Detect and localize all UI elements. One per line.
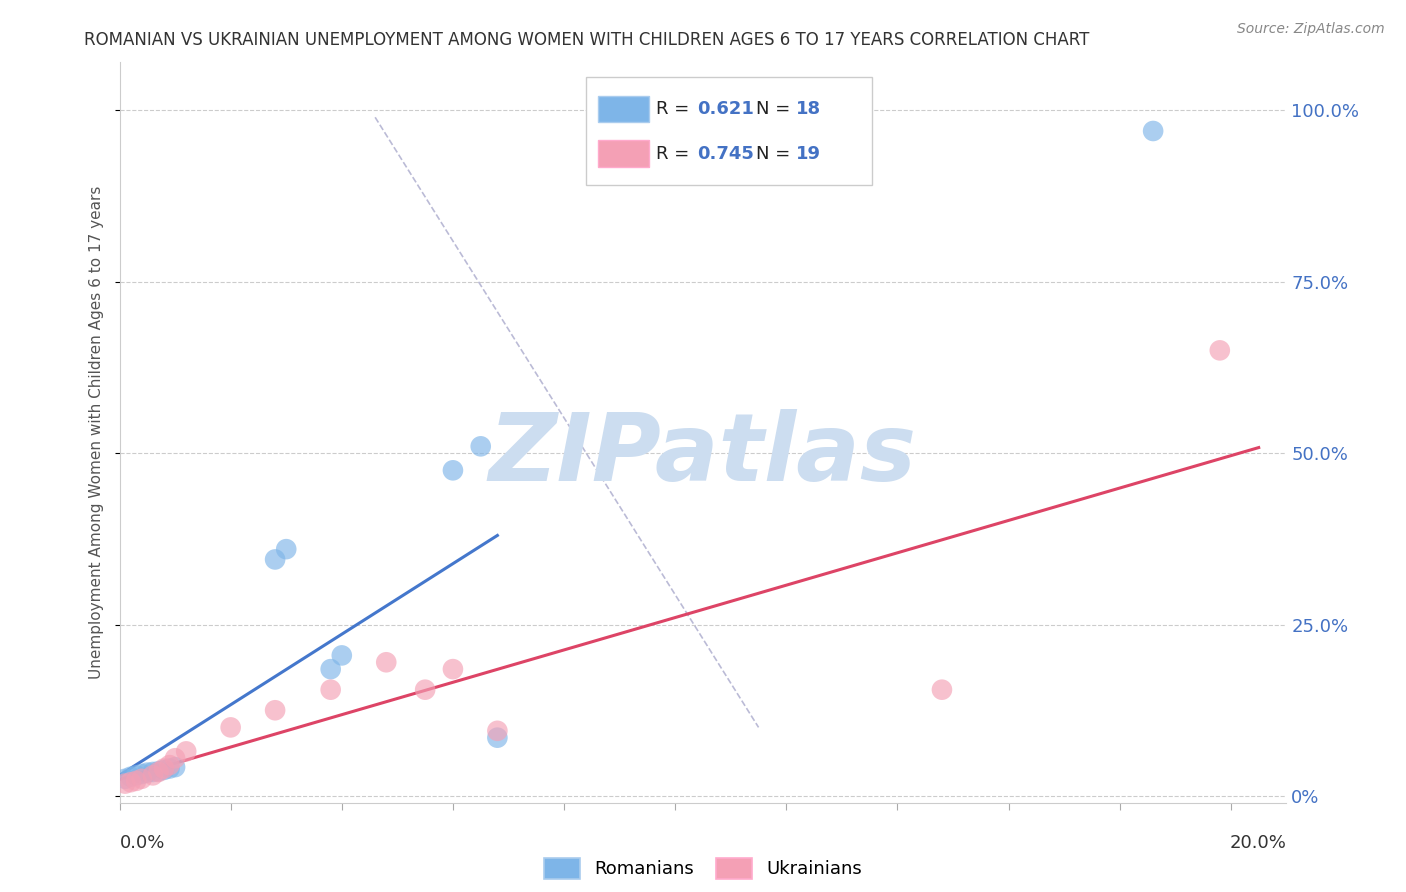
FancyBboxPatch shape: [598, 140, 650, 167]
Point: [153, 762, 176, 776]
Point: [148, 764, 170, 779]
Legend: Romanians, Ukrainians: Romanians, Ukrainians: [544, 858, 862, 879]
Text: Source: ZipAtlas.com: Source: ZipAtlas.com: [1237, 22, 1385, 37]
Point: [319, 682, 342, 697]
FancyBboxPatch shape: [598, 95, 650, 122]
Point: [131, 767, 153, 781]
Text: 0.621: 0.621: [697, 100, 754, 118]
Y-axis label: Unemployment Among Women with Children Ages 6 to 17 years: Unemployment Among Women with Children A…: [89, 186, 104, 680]
Point: [1142, 124, 1164, 138]
Text: R =: R =: [657, 145, 696, 162]
Point: [125, 773, 148, 788]
Point: [125, 768, 148, 782]
Text: 18: 18: [796, 100, 821, 118]
Point: [142, 768, 165, 782]
Point: [1209, 343, 1232, 358]
FancyBboxPatch shape: [586, 78, 872, 185]
Point: [114, 772, 136, 786]
Text: R =: R =: [657, 100, 696, 118]
Point: [319, 662, 342, 676]
Point: [276, 542, 298, 557]
Point: [174, 744, 197, 758]
Point: [114, 776, 136, 790]
Point: [413, 682, 436, 697]
Point: [165, 760, 187, 774]
Text: N =: N =: [755, 100, 796, 118]
Point: [159, 762, 181, 776]
Point: [219, 720, 242, 734]
Point: [131, 772, 153, 786]
Point: [159, 758, 181, 772]
Text: 0.0%: 0.0%: [120, 834, 165, 852]
Point: [441, 662, 464, 676]
Point: [120, 775, 142, 789]
Point: [486, 731, 509, 745]
Point: [142, 764, 165, 779]
Point: [470, 439, 492, 453]
Point: [486, 723, 509, 738]
Point: [330, 648, 353, 663]
Text: 0.745: 0.745: [697, 145, 754, 162]
Point: [264, 703, 287, 717]
Text: 19: 19: [796, 145, 821, 162]
Text: ZIPatlas: ZIPatlas: [489, 409, 917, 500]
Point: [165, 751, 187, 765]
Point: [136, 765, 159, 780]
Point: [264, 552, 287, 566]
Point: [120, 770, 142, 784]
Point: [153, 763, 176, 777]
Point: [441, 463, 464, 477]
Text: N =: N =: [755, 145, 796, 162]
Point: [375, 655, 398, 669]
Text: ROMANIAN VS UKRAINIAN UNEMPLOYMENT AMONG WOMEN WITH CHILDREN AGES 6 TO 17 YEARS : ROMANIAN VS UKRAINIAN UNEMPLOYMENT AMONG…: [84, 31, 1090, 49]
Point: [148, 764, 170, 779]
Point: [931, 682, 953, 697]
Text: 20.0%: 20.0%: [1230, 834, 1286, 852]
